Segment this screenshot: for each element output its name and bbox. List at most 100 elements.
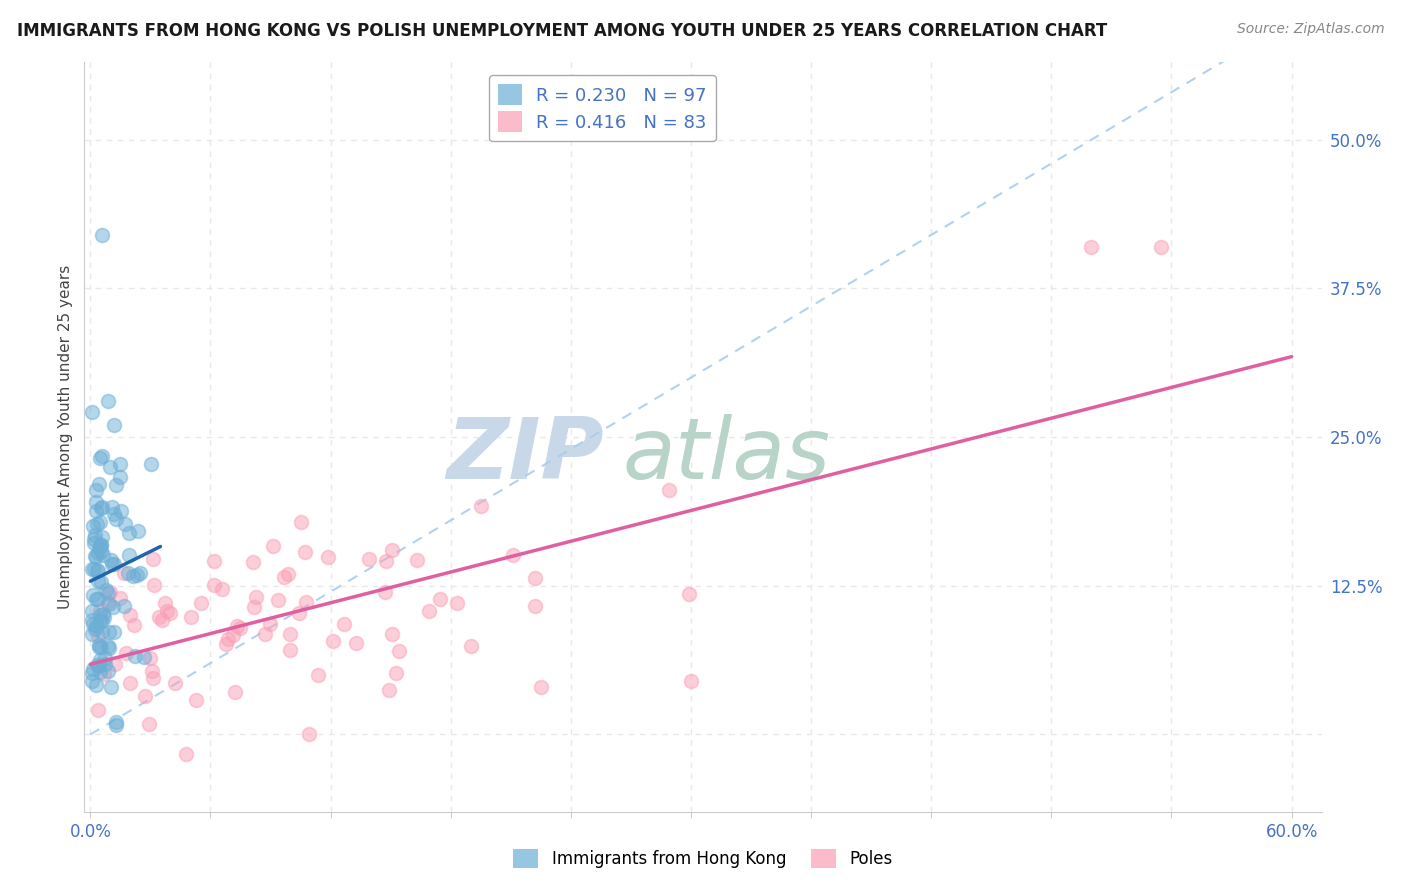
Point <box>98 460 121 475</box>
Point <box>298 727 321 741</box>
Point <box>110 504 132 518</box>
Point <box>94 657 117 671</box>
Point <box>222 628 245 642</box>
Point <box>89 614 111 628</box>
Point <box>84 549 107 564</box>
Point <box>87 477 110 491</box>
Point <box>381 543 404 558</box>
Point <box>138 717 160 731</box>
Point <box>245 591 267 605</box>
Point <box>142 552 165 566</box>
Point <box>129 566 152 581</box>
Point <box>124 649 146 664</box>
Point <box>105 714 128 729</box>
Point <box>374 584 396 599</box>
Point <box>86 619 108 633</box>
Point <box>1080 240 1102 254</box>
Point <box>429 591 451 606</box>
Point <box>90 537 112 551</box>
Point <box>93 609 115 624</box>
Point <box>82 662 104 676</box>
Point <box>104 477 127 491</box>
Point <box>118 525 141 540</box>
Point <box>83 535 105 549</box>
Point <box>89 665 111 679</box>
Point <box>96 583 118 598</box>
Point <box>84 504 107 518</box>
Legend: Immigrants from Hong Kong, Poles: Immigrants from Hong Kong, Poles <box>506 843 900 875</box>
Point <box>139 650 162 665</box>
Point <box>224 684 246 698</box>
Point <box>679 673 702 688</box>
Point <box>273 570 295 584</box>
Point <box>89 603 111 617</box>
Point <box>141 458 163 472</box>
Point <box>94 651 117 665</box>
Point <box>91 500 114 514</box>
Legend: R = 0.230   N = 97, R = 0.416   N = 83: R = 0.230 N = 97, R = 0.416 N = 83 <box>489 75 716 141</box>
Point <box>89 539 111 553</box>
Point <box>84 495 107 509</box>
Point <box>82 588 104 602</box>
Point <box>202 554 225 568</box>
Point <box>523 571 546 585</box>
Point <box>91 607 114 621</box>
Point <box>127 524 149 538</box>
Point <box>215 637 238 651</box>
Point <box>278 626 301 640</box>
Point <box>277 566 299 581</box>
Point <box>108 470 131 484</box>
Point <box>84 678 107 692</box>
Point <box>103 418 125 433</box>
Point <box>1150 240 1173 254</box>
Point <box>357 552 380 566</box>
Point <box>374 554 396 568</box>
Point <box>163 676 186 690</box>
Point <box>110 591 132 605</box>
Point <box>405 552 427 566</box>
Point <box>82 673 104 688</box>
Point <box>84 591 107 606</box>
Point <box>86 657 108 672</box>
Point <box>295 594 318 608</box>
Point <box>82 665 104 680</box>
Point <box>254 627 277 641</box>
Point <box>84 483 107 498</box>
Point <box>114 646 136 660</box>
Point <box>388 644 411 658</box>
Point <box>86 563 108 577</box>
Point <box>91 614 114 628</box>
Point <box>242 555 264 569</box>
Point <box>678 586 700 600</box>
Point <box>105 718 128 732</box>
Point <box>190 596 212 610</box>
Point <box>103 625 125 640</box>
Point <box>89 516 111 530</box>
Point <box>97 640 120 655</box>
Point <box>90 500 112 515</box>
Point <box>122 618 145 632</box>
Point <box>229 621 252 635</box>
Point <box>87 574 110 588</box>
Point <box>82 616 104 631</box>
Point <box>530 680 553 694</box>
Point <box>174 747 197 761</box>
Point <box>101 599 124 614</box>
Point <box>153 596 176 610</box>
Point <box>89 653 111 667</box>
Point <box>91 227 114 242</box>
Point <box>82 562 104 576</box>
Point <box>82 604 104 618</box>
Point <box>90 543 112 558</box>
Point <box>470 499 492 513</box>
Point <box>90 575 112 590</box>
Point <box>294 545 316 559</box>
Point <box>290 515 312 529</box>
Point <box>104 657 127 672</box>
Point <box>122 569 145 583</box>
Point <box>117 566 139 581</box>
Point <box>307 668 329 682</box>
Point <box>112 566 135 580</box>
Y-axis label: Unemployment Among Youth under 25 years: Unemployment Among Youth under 25 years <box>58 265 73 609</box>
Point <box>446 596 468 610</box>
